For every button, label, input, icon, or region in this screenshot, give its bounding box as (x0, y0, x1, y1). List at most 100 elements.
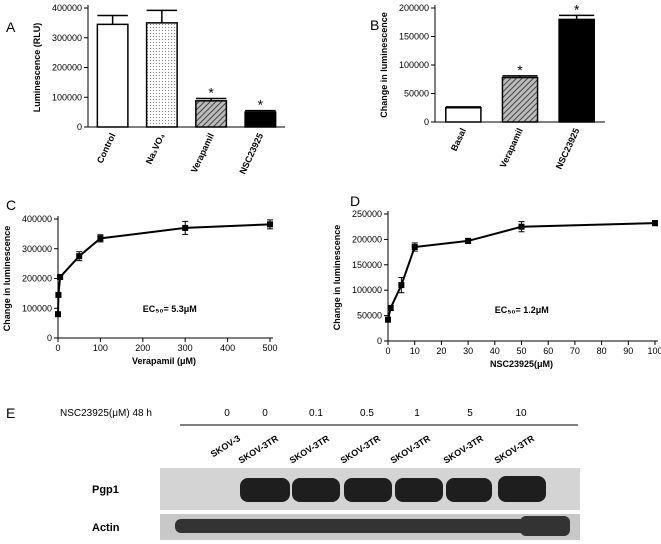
bar (145, 22, 178, 128)
y-axis-label: Change in luminescence (379, 12, 389, 118)
point (76, 253, 83, 260)
panel-label: E (6, 405, 15, 421)
x-tick-label: 200 (135, 343, 150, 353)
y-tick-label: 100000 (352, 285, 382, 295)
x-tick-label: 500 (262, 343, 277, 353)
significance-marker: * (517, 62, 523, 78)
cell-line-label: SKOV-3TR (237, 433, 281, 466)
point (518, 223, 525, 230)
x-tick-label: 90 (623, 346, 633, 356)
cell-line-label: SKOV-3 (209, 433, 242, 459)
point (267, 221, 273, 228)
y-axis-label: Change in luminescence (332, 225, 342, 331)
point (387, 304, 394, 311)
y-axis-label: Change in luminescence (2, 226, 12, 332)
y-tick-label: 300000 (22, 244, 52, 254)
significance-marker: * (258, 97, 264, 113)
y-tick-label: 400000 (52, 3, 82, 13)
x-tick-label: Verapamil (189, 132, 216, 175)
bar (445, 107, 482, 123)
bar (195, 100, 228, 128)
concentration-label: 0.5 (360, 408, 374, 419)
x-tick-label: NSC23925 (554, 127, 582, 171)
point (411, 244, 418, 251)
x-axis-label: Verapamil (μM) (132, 356, 196, 366)
x-tick-label: 10 (410, 346, 420, 356)
x-tick-label: 100 (647, 346, 661, 356)
x-axis-label: NSC23925(μM) (490, 359, 553, 369)
x-tick-label: Verapamil (498, 127, 525, 170)
x-tick-label: Control (95, 132, 118, 165)
y-tick-label: 150000 (399, 32, 429, 42)
significance-marker: * (208, 84, 214, 100)
cell-line-label: SKOV-3TR (493, 433, 537, 466)
x-tick-label: NSC23925 (238, 132, 266, 176)
x-tick-label: 0 (385, 346, 390, 356)
western-blot: E NSC23925(μM) 48 h Pgp1 Actin (6, 405, 580, 540)
panel-label: B (370, 17, 379, 33)
annotation: EC₅₀= 5.3μM (143, 304, 197, 314)
row-label: Pgp1 (92, 484, 119, 496)
cell-line-label: SKOV-3TR (339, 433, 383, 466)
y-axis-label: Luminescence (RLU) (32, 23, 42, 113)
x-tick-label: 300 (178, 343, 193, 353)
x-tick-label: 40 (490, 346, 500, 356)
y-tick-label: 100000 (52, 92, 82, 102)
bar (244, 111, 277, 128)
pgp1-bands (240, 476, 546, 502)
y-tick-label: 200000 (22, 274, 52, 284)
y-tick-label: 300000 (52, 33, 82, 43)
point (55, 311, 61, 318)
treatment-label: NSC23925(μM) 48 h (60, 408, 152, 419)
point (97, 235, 104, 242)
actin-bands (175, 516, 570, 536)
cell-line-label: SKOV-3TR (288, 433, 332, 466)
x-tick-label: Basal (449, 127, 468, 153)
y-tick-label: 200000 (352, 234, 382, 244)
panel-label: C (6, 197, 16, 213)
bar (558, 18, 595, 123)
y-tick-label: 50000 (357, 311, 382, 321)
x-tick-label: 20 (436, 346, 446, 356)
point (385, 316, 391, 323)
point (652, 220, 658, 227)
concentration-label: 10 (515, 408, 527, 419)
x-tick-label: 400 (220, 343, 235, 353)
y-tick-label: 400000 (22, 214, 52, 224)
y-tick-label: 150000 (352, 260, 382, 270)
y-tick-label: 0 (47, 333, 52, 343)
cell-line-label: SKOV-3TR (442, 433, 486, 466)
y-tick-label: 250000 (352, 209, 382, 219)
point (55, 291, 62, 298)
concentration-label: 5 (467, 408, 473, 419)
y-tick-label: 100000 (22, 303, 52, 313)
annotation: EC₅₀= 1.2μM (495, 305, 549, 315)
y-tick-label: 100000 (399, 60, 429, 70)
y-tick-label: 200000 (399, 3, 429, 13)
y-tick-label: 0 (424, 117, 429, 127)
concentration-label: 0 (262, 408, 268, 419)
x-tick-label: 70 (570, 346, 580, 356)
x-tick-label: 100 (93, 343, 108, 353)
concentration-label: 0.1 (309, 408, 323, 419)
x-tick-label: 30 (463, 346, 473, 356)
point (465, 237, 472, 244)
x-tick-label: 0 (55, 343, 60, 353)
concentration-label: 1 (414, 408, 420, 419)
y-tick-label: 0 (377, 336, 382, 346)
line (57, 223, 271, 315)
row-label: Actin (92, 522, 120, 534)
point (398, 282, 405, 289)
concentration-label: 0 (224, 408, 230, 419)
significance-marker: * (574, 1, 580, 17)
y-tick-label: 200000 (52, 63, 82, 73)
x-tick-label: 60 (543, 346, 553, 356)
x-tick-label: 80 (597, 346, 607, 356)
panel-label: A (6, 19, 16, 35)
y-tick-label: 50000 (404, 89, 429, 99)
point (182, 224, 189, 231)
point (57, 274, 64, 281)
bar (501, 76, 539, 123)
x-tick-label: 50 (516, 346, 526, 356)
